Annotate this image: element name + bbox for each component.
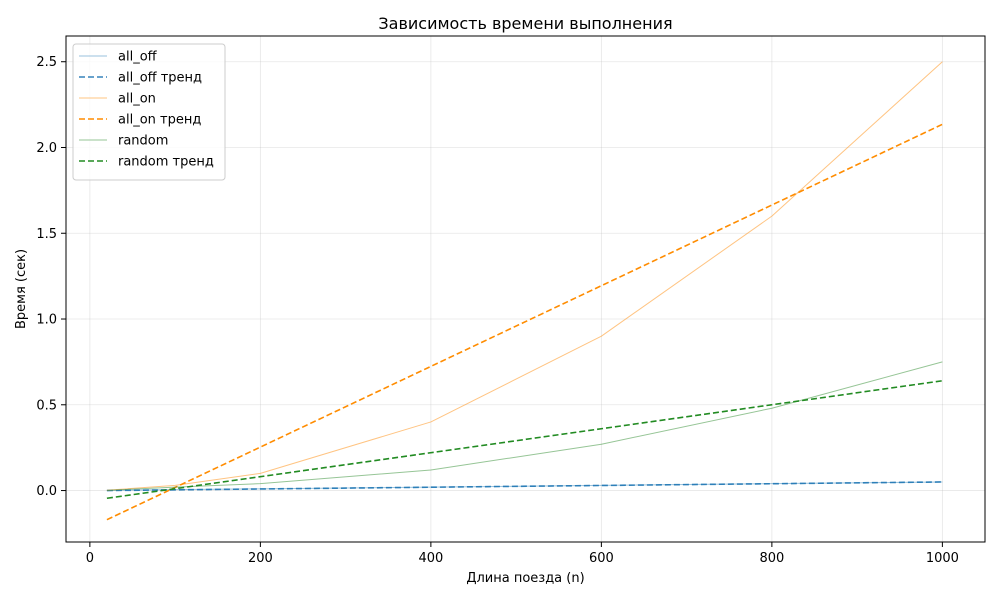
- y-tick-label: 2.5: [36, 55, 57, 70]
- legend-label-all-on: all_on: [118, 92, 156, 107]
- x-tick-label: 800: [759, 551, 784, 566]
- legend-label-all-on-тренд: all_on тренд: [118, 113, 201, 128]
- chart-title: Зависимость времени выполнения: [378, 14, 672, 33]
- grid: [66, 36, 985, 542]
- x-tick-label: 1000: [926, 551, 959, 566]
- y-axis-label: Время (сек): [14, 249, 29, 329]
- y-tick-label: 2.0: [36, 141, 57, 156]
- legend-label-all-off-тренд: all_off тренд: [118, 71, 202, 86]
- y-tick-label: 1.0: [36, 313, 57, 328]
- legend-label-all-off: all_off: [118, 50, 158, 65]
- series-line-all-off-тренд: [106, 481, 943, 492]
- legend-label-random: random: [118, 134, 168, 149]
- plot-frame: [65, 35, 986, 543]
- x-tick-label: 0: [86, 551, 94, 566]
- legend: all_off all_off тренд all_on all_on тренд ra…: [72, 43, 226, 181]
- series-line-random-тренд: [106, 379, 943, 500]
- series-line-all-on-тренд: [106, 123, 943, 521]
- x-tick-label: 600: [589, 551, 614, 566]
- series-line-random: [106, 361, 943, 491]
- plot-series: [106, 61, 943, 521]
- y-tick-label: 0.5: [36, 398, 57, 413]
- x-tick-label: 400: [418, 551, 443, 566]
- legend-box: [72, 43, 226, 181]
- legend-label-random-тренд: random тренд: [118, 155, 214, 170]
- x-axis-label: Длина поезда (n): [466, 571, 584, 586]
- y-tick-label: 0.0: [36, 484, 57, 499]
- axis-ticks: 0 200 400 600 800 1000 0.0 0.5 1.0 1.5 2.0 2.5: [36, 55, 959, 566]
- series-line-all-on: [106, 61, 943, 491]
- y-tick-label: 1.5: [36, 227, 57, 242]
- x-tick-label: 200: [248, 551, 273, 566]
